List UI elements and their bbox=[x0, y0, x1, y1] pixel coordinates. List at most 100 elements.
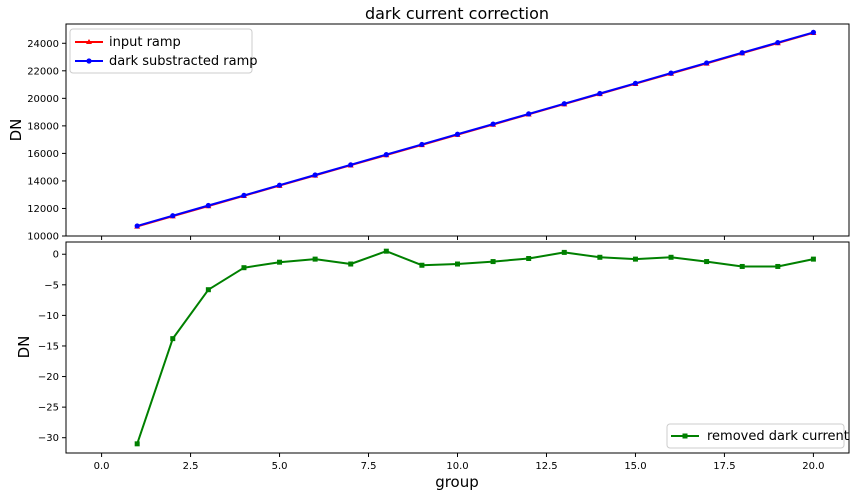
removed-dark-current-point bbox=[134, 441, 140, 447]
bottom-legend: removed dark current bbox=[666, 423, 849, 449]
legend-dark-ramp-marker bbox=[86, 58, 92, 64]
removed-dark-current-point bbox=[170, 336, 176, 342]
dark-substracted-ramp-point bbox=[704, 60, 710, 66]
dark-substracted-ramp-line bbox=[136, 31, 814, 227]
bottom-x-tick: 20.0 bbox=[802, 453, 825, 472]
bottom-y-tick-label: 0 bbox=[53, 250, 59, 261]
top-chart-panel: dark current correction DN 10000 12000 140… bbox=[7, 4, 850, 243]
bottom-x-tick: 15.0 bbox=[624, 453, 647, 472]
top-y-tick: 16000 bbox=[27, 149, 66, 160]
top-y-tick: 22000 bbox=[27, 66, 66, 77]
dark-substracted-ramp-point bbox=[490, 121, 496, 127]
bottom-x-tick-label: 15.0 bbox=[624, 461, 646, 472]
bottom-y-tick: −10 bbox=[38, 311, 66, 322]
top-y-tick: 14000 bbox=[27, 176, 66, 187]
bottom-x-tick-label: 12.5 bbox=[535, 461, 557, 472]
bottom-y-tick-label: −15 bbox=[38, 341, 59, 352]
removed-dark-current-point bbox=[241, 265, 247, 271]
top-chart-title: dark current correction bbox=[365, 4, 549, 23]
top-y-tick: 20000 bbox=[27, 94, 66, 105]
bottom-y-tick-label: −5 bbox=[44, 280, 59, 291]
legend-input-ramp-label: input ramp bbox=[109, 35, 181, 50]
bottom-y-tick: −5 bbox=[44, 280, 66, 291]
removed-dark-current-point bbox=[810, 256, 816, 262]
removed-dark-current-point bbox=[632, 256, 638, 262]
dark-substracted-ramp-point bbox=[526, 111, 532, 117]
bottom-x-tick: 2.5 bbox=[183, 453, 199, 472]
bottom-y-tick-label: −10 bbox=[38, 311, 59, 322]
top-y-tick-label: 24000 bbox=[27, 39, 59, 50]
bottom-plot-frame bbox=[65, 241, 850, 454]
bottom-x-tick-label: 7.5 bbox=[361, 461, 377, 472]
dark-substracted-ramp-point bbox=[276, 182, 283, 188]
removed-dark-current-point bbox=[383, 248, 389, 254]
removed-dark-current-point bbox=[419, 262, 425, 268]
top-y-tick: 24000 bbox=[27, 39, 66, 50]
bottom-y-tick: −20 bbox=[38, 372, 66, 383]
bottom-y-tick-label: −20 bbox=[38, 372, 59, 383]
top-y-tick: 18000 bbox=[27, 121, 66, 132]
dark-substracted-ramp-point bbox=[419, 141, 425, 148]
bottom-x-tick: 5.0 bbox=[272, 453, 287, 472]
top-y-tick-label: 10000 bbox=[27, 232, 59, 243]
top-y-tick-label: 16000 bbox=[27, 149, 59, 160]
top-y-tick-label: 20000 bbox=[27, 94, 59, 105]
top-y-tick: 10000 bbox=[27, 232, 66, 243]
bottom-x-tick: 10.0 bbox=[446, 453, 469, 472]
removed-dark-current-point bbox=[526, 256, 532, 262]
removed-dark-current-point bbox=[704, 259, 710, 265]
removed-dark-current-point bbox=[312, 256, 318, 262]
dark-substracted-ramp-point bbox=[454, 131, 461, 137]
removed-dark-current-point bbox=[561, 249, 567, 255]
top-x-ticks bbox=[101, 236, 814, 240]
bottom-y-tick-label: −25 bbox=[38, 403, 59, 414]
top-y-tick-label: 14000 bbox=[27, 176, 59, 187]
removed-dark-current-point bbox=[277, 259, 283, 265]
dark-substracted-ramp-point bbox=[775, 39, 781, 46]
top-y-tick-label: 12000 bbox=[27, 204, 59, 215]
dark-substracted-ramp-point bbox=[134, 223, 140, 229]
bottom-x-ticks: 0.0 2.5 5.0 7.5 10.0 12.5 15.0 17.5 20.0 bbox=[94, 453, 825, 472]
legend-input-ramp-marker bbox=[86, 39, 92, 44]
bottom-x-tick-label: 0.0 bbox=[94, 461, 110, 472]
legend-removed-dark-marker bbox=[682, 433, 688, 439]
bottom-x-tick-label: 17.5 bbox=[713, 461, 735, 472]
bottom-legend-box bbox=[666, 423, 845, 449]
top-y-tick: 12000 bbox=[27, 204, 66, 215]
top-y-ticks: 10000 12000 14000 16000 18000 20000 22000 24000 bbox=[27, 39, 66, 243]
series-removed-dark-current bbox=[134, 248, 816, 447]
bottom-y-tick: −25 bbox=[38, 403, 66, 414]
bottom-y-tick: −15 bbox=[38, 341, 66, 352]
top-series-group bbox=[134, 29, 817, 229]
dark-substracted-ramp-point bbox=[348, 162, 354, 168]
dark-substracted-ramp-point bbox=[561, 101, 567, 107]
dark-substracted-ramp-point bbox=[668, 70, 674, 76]
top-legend: input ramp dark substracted ramp bbox=[69, 28, 258, 74]
bottom-series-group bbox=[134, 248, 816, 447]
dark-substracted-ramp-point bbox=[241, 192, 247, 198]
dark-substracted-ramp-point bbox=[205, 202, 211, 209]
top-y-tick-label: 18000 bbox=[27, 121, 59, 132]
legend-removed-dark-label: removed dark current bbox=[707, 429, 849, 444]
legend-dark-ramp-label: dark substracted ramp bbox=[109, 54, 258, 69]
bottom-y-tick: −30 bbox=[38, 433, 66, 444]
removed-dark-current-point bbox=[668, 254, 674, 260]
bottom-y-tick-label: −30 bbox=[38, 433, 59, 444]
removed-dark-current-point bbox=[490, 259, 496, 265]
removed-dark-current-point bbox=[205, 287, 211, 293]
removed-dark-current-point bbox=[348, 261, 354, 267]
dark-substracted-ramp-point bbox=[632, 80, 639, 86]
removed-dark-current-point bbox=[455, 261, 460, 267]
series-dark-substracted-ramp bbox=[134, 29, 817, 229]
bottom-x-tick: 0.0 bbox=[94, 453, 110, 472]
bottom-y-axis-label: DN bbox=[15, 336, 33, 359]
bottom-x-tick: 7.5 bbox=[361, 453, 377, 472]
dark-substracted-ramp-point bbox=[810, 29, 817, 35]
top-y-axis-label: DN bbox=[7, 119, 25, 142]
top-legend-box bbox=[69, 28, 253, 74]
dark-substracted-ramp-point bbox=[312, 172, 318, 178]
bottom-x-tick-label: 20.0 bbox=[802, 461, 824, 472]
bottom-y-ticks: 0 −5 −10 −15 −20 −25 −30 bbox=[38, 250, 66, 444]
removed-dark-current-point bbox=[775, 263, 781, 269]
